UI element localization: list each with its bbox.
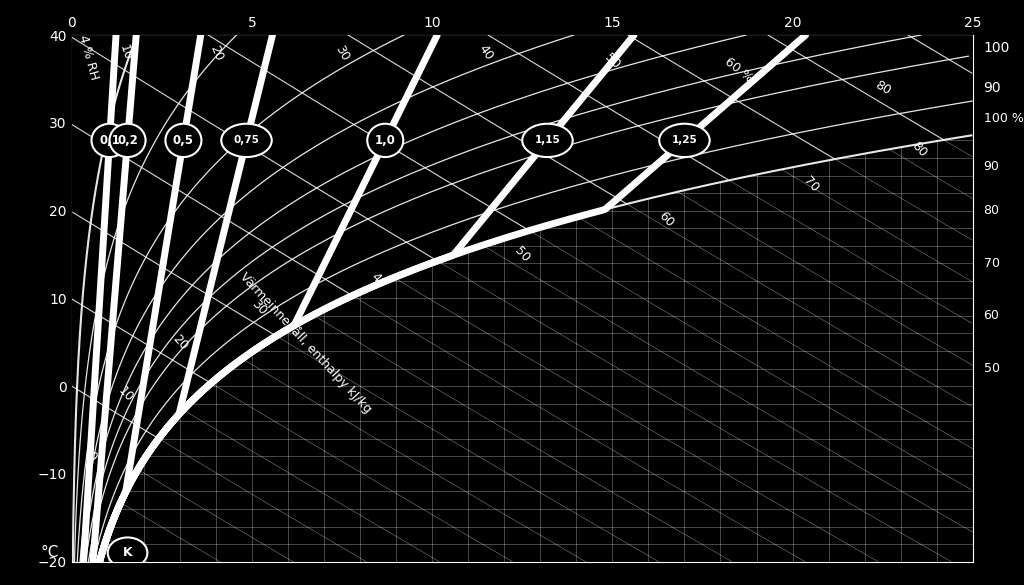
Text: 50: 50 (984, 362, 999, 375)
Text: 80: 80 (984, 204, 999, 217)
Text: 0,75: 0,75 (233, 135, 259, 146)
Text: 20: 20 (207, 43, 225, 63)
Text: 30: 30 (333, 43, 351, 63)
Text: 0: 0 (84, 449, 99, 464)
Text: 4 % RH: 4 % RH (76, 33, 100, 81)
Text: 60 %: 60 % (722, 55, 755, 85)
Text: 90: 90 (984, 81, 1001, 95)
Text: 80: 80 (872, 78, 893, 97)
Ellipse shape (166, 123, 202, 157)
Ellipse shape (221, 123, 271, 157)
Ellipse shape (522, 123, 572, 157)
Ellipse shape (368, 123, 403, 157)
Polygon shape (72, 35, 973, 562)
Text: Värmeinnehåll, enthalpy kJ/kg: Värmeinnehåll, enthalpy kJ/kg (238, 269, 375, 415)
Text: 10: 10 (117, 43, 134, 62)
Ellipse shape (91, 123, 128, 157)
Text: 90: 90 (984, 160, 999, 173)
Text: 50: 50 (602, 51, 623, 72)
Text: 100: 100 (984, 42, 1010, 55)
Text: 40: 40 (476, 43, 496, 63)
Text: 60: 60 (984, 309, 999, 322)
Text: 0,5: 0,5 (173, 134, 194, 147)
Text: 1,15: 1,15 (535, 135, 560, 146)
Text: 40: 40 (368, 270, 388, 291)
Text: 30: 30 (249, 297, 269, 318)
Text: 60: 60 (656, 209, 677, 230)
Ellipse shape (110, 123, 145, 157)
Text: 1,25: 1,25 (672, 135, 697, 146)
Text: 80: 80 (908, 139, 929, 160)
Text: 0,1: 0,1 (99, 134, 120, 147)
Text: 20: 20 (170, 332, 190, 353)
Text: 70: 70 (801, 174, 821, 195)
Text: 10: 10 (116, 384, 136, 405)
Text: 50: 50 (512, 244, 532, 265)
Text: 70: 70 (984, 257, 999, 270)
Text: 1,0: 1,0 (375, 134, 395, 147)
Ellipse shape (659, 123, 710, 157)
Text: K: K (123, 546, 132, 559)
Text: 0,2: 0,2 (117, 134, 138, 147)
Text: 100 % RH: 100 % RH (984, 112, 1024, 125)
Ellipse shape (108, 538, 147, 568)
Text: °C: °C (41, 545, 59, 560)
